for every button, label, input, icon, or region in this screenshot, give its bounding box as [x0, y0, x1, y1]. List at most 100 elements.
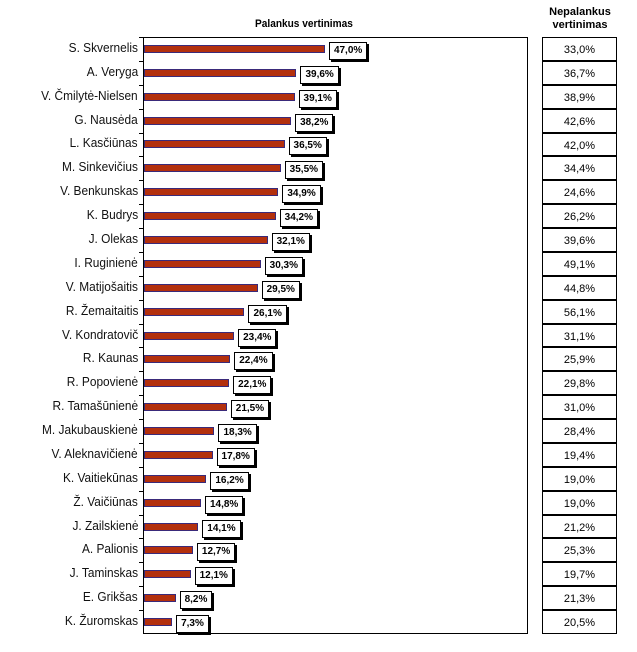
unfavorable-cell: 42,6% — [542, 108, 617, 133]
data-label: 18,3% — [218, 424, 257, 443]
axis-tick — [139, 371, 143, 373]
bar-favorable — [144, 140, 285, 149]
data-label: 26,1% — [248, 304, 287, 323]
axis-tick — [139, 538, 143, 540]
bar-favorable — [144, 44, 325, 53]
data-label: 36,5% — [288, 137, 327, 156]
category-label: K. Vaitiekūnas — [62, 470, 138, 485]
axis-tick — [139, 490, 143, 492]
plot-area — [143, 37, 528, 634]
unfavorable-cell: 34,4% — [542, 156, 617, 181]
data-label: 16,2% — [210, 471, 249, 490]
category-label: L. Kasčiūnas — [70, 136, 138, 151]
data-label: 39,6% — [300, 65, 339, 84]
table-title: Nepalankus vertinimas — [549, 6, 611, 31]
axis-tick — [139, 180, 143, 182]
axis-tick — [139, 251, 143, 253]
unfavorable-cell: 42,0% — [542, 132, 617, 157]
data-label: 12,1% — [194, 567, 233, 586]
category-label: A. Palionis — [81, 542, 138, 557]
unfavorable-cell: 31,1% — [542, 323, 617, 348]
axis-tick — [139, 156, 143, 158]
bar-favorable — [144, 331, 235, 340]
data-label: 17,8% — [216, 447, 255, 466]
unfavorable-cell: 36,7% — [542, 60, 617, 85]
axis-tick — [139, 84, 143, 86]
unfavorable-cell: 19,0% — [542, 466, 617, 491]
axis-tick — [139, 228, 143, 230]
category-label: Ž. Vaičiūnas — [73, 494, 138, 509]
category-label: J. Taminskas — [69, 566, 138, 581]
category-label: A. Veryga — [86, 64, 138, 79]
unfavorable-cell: 49,1% — [542, 251, 617, 276]
category-label: V. Benkunskas — [59, 184, 138, 199]
bar-favorable — [144, 427, 215, 436]
axis-tick — [139, 610, 143, 612]
data-label: 7,3% — [176, 615, 209, 634]
category-label: I. Ruginienė — [74, 255, 138, 270]
bar-favorable — [144, 92, 295, 101]
bar-favorable — [144, 164, 281, 173]
unfavorable-cell: 25,3% — [542, 538, 617, 563]
bar-favorable — [144, 474, 207, 483]
category-label: J. Zailskienė — [71, 518, 138, 533]
axis-tick — [139, 395, 143, 397]
unfavorable-cell: 19,7% — [542, 562, 617, 587]
axis-tick — [139, 514, 143, 516]
unfavorable-cell: 25,9% — [542, 347, 617, 372]
bar-favorable — [144, 307, 245, 316]
bar-favorable — [144, 403, 227, 412]
category-label: V. Kondratovič — [61, 327, 138, 342]
bar-favorable — [144, 212, 276, 221]
data-label: 39,1% — [298, 89, 337, 108]
unfavorable-cell: 31,0% — [542, 395, 617, 420]
bar-favorable — [144, 450, 213, 459]
bar-favorable — [144, 188, 279, 197]
data-label: 22,4% — [234, 352, 273, 371]
data-label: 14,8% — [204, 495, 244, 514]
axis-tick — [139, 419, 143, 421]
data-label: 14,1% — [202, 519, 241, 538]
axis-tick — [139, 37, 143, 38]
category-label: R. Popovienė — [66, 375, 138, 390]
category-label: M. Jakubauskienė — [42, 423, 138, 438]
unfavorable-cell: 26,2% — [542, 204, 617, 229]
data-label: 38,2% — [295, 113, 334, 132]
axis-tick — [139, 586, 143, 588]
unfavorable-cell: 20,5% — [542, 610, 617, 634]
unfavorable-cell: 21,3% — [542, 586, 617, 611]
bar-favorable — [144, 594, 176, 603]
category-label: K. Budrys — [86, 208, 138, 223]
axis-tick — [139, 204, 143, 206]
bar-favorable — [144, 259, 261, 268]
category-label: R. Kaunas — [82, 351, 138, 366]
category-label: R. Žemaitaitis — [65, 303, 138, 318]
unfavorable-cell: 56,1% — [542, 299, 617, 324]
unfavorable-cell: 38,9% — [542, 84, 617, 109]
unfavorable-cell: 21,2% — [542, 514, 617, 539]
bar-favorable — [144, 618, 173, 627]
bar-favorable — [144, 355, 231, 364]
category-label: K. Žuromskas — [64, 614, 138, 629]
unfavorable-cell: 28,4% — [542, 419, 617, 443]
bar-favorable — [144, 379, 230, 388]
unfavorable-cell: 19,4% — [542, 442, 617, 467]
axis-tick — [139, 347, 143, 349]
axis-tick — [139, 60, 143, 62]
data-label: 34,9% — [282, 185, 321, 204]
category-label: M. Sinkevičius — [62, 160, 138, 175]
unfavorable-cell: 29,8% — [542, 371, 617, 396]
unfavorable-cell: 33,0% — [542, 37, 617, 61]
data-label: 21,5% — [230, 400, 270, 419]
bar-favorable — [144, 522, 199, 531]
unfavorable-cell: 19,0% — [542, 490, 617, 515]
category-label: E. Grikšas — [83, 590, 138, 605]
data-label: 47,0% — [328, 41, 368, 60]
data-label: 35,5% — [284, 161, 324, 180]
unfavorable-cell: 24,6% — [542, 180, 617, 205]
bar-favorable — [144, 283, 258, 292]
axis-tick — [139, 466, 143, 468]
bar-favorable — [144, 116, 292, 125]
data-label: 30,3% — [264, 256, 303, 275]
axis-tick — [139, 108, 143, 110]
